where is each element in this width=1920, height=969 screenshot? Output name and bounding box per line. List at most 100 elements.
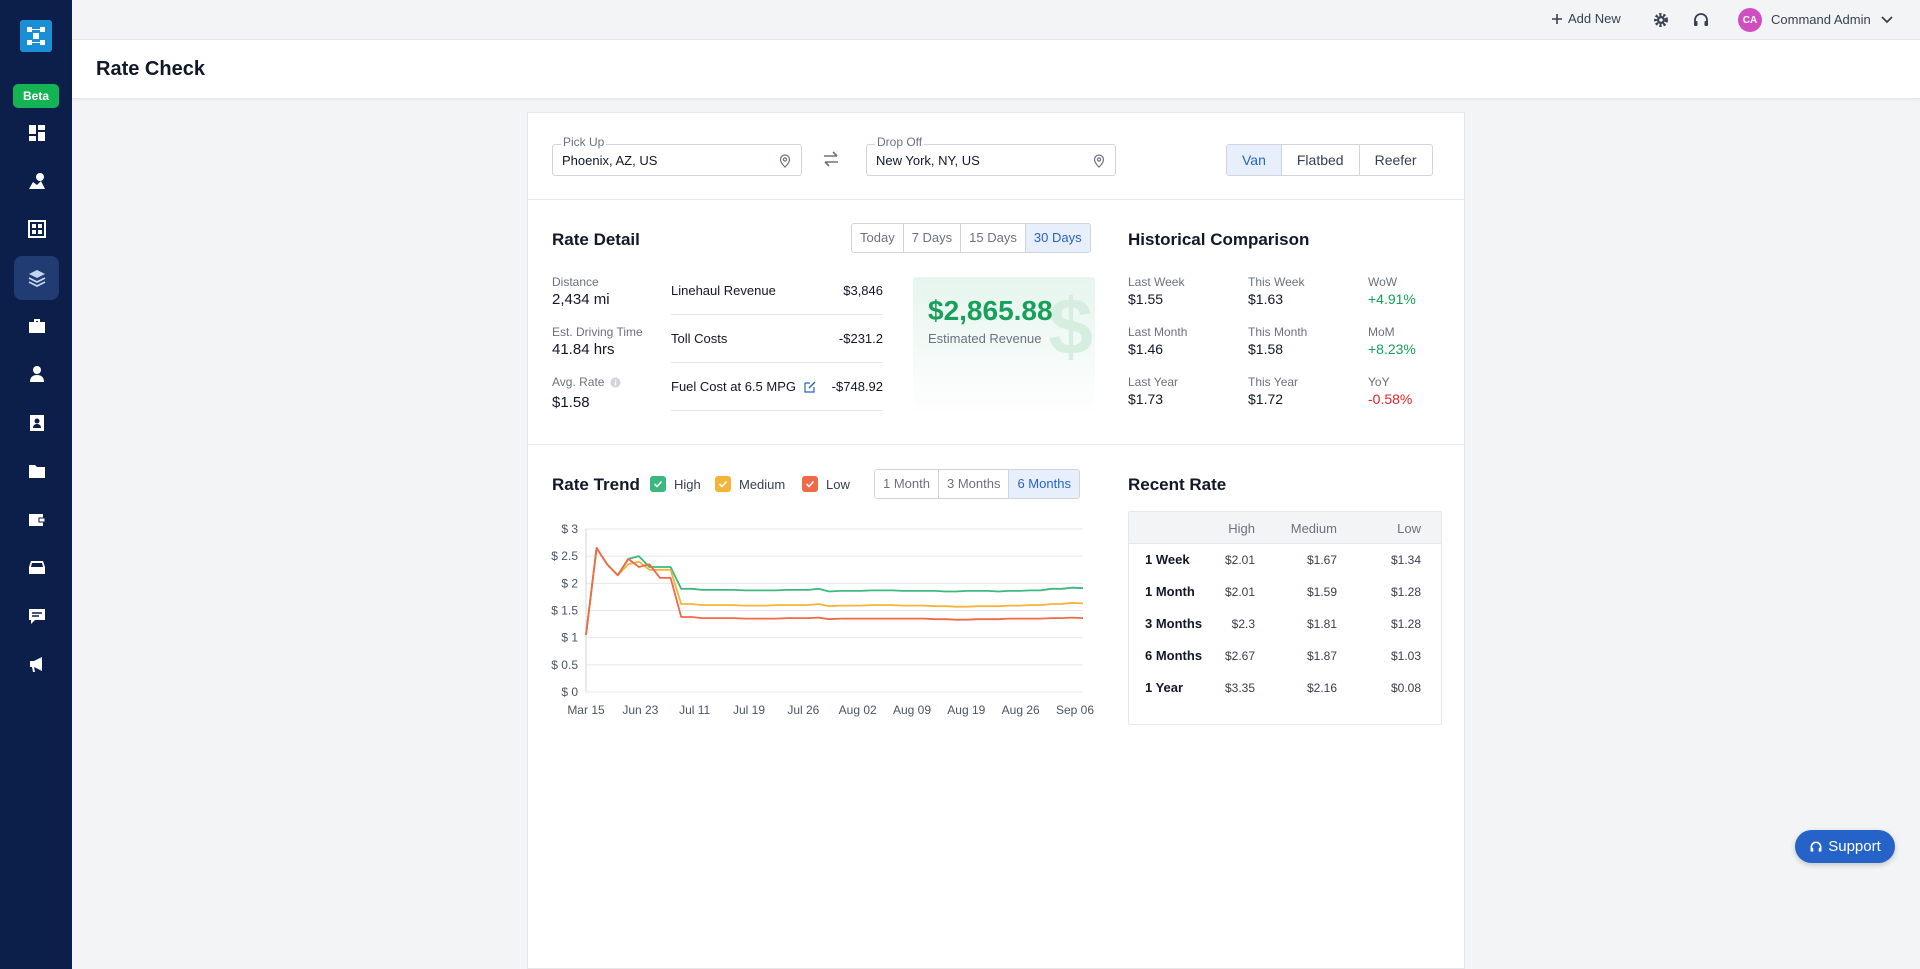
table-row-label: 1 Year — [1145, 680, 1184, 695]
support-button[interactable]: Support — [1795, 830, 1895, 863]
range-1-month[interactable]: 1 Month — [883, 476, 930, 491]
column-header-low: Low — [1397, 521, 1421, 536]
legend-high[interactable]: High — [650, 476, 701, 492]
range-3-months[interactable]: 3 Months — [937, 470, 1008, 498]
estimated-revenue-panel: $ $2,865.88 Estimated Revenue — [913, 277, 1095, 417]
location-pin-icon — [779, 154, 791, 168]
app-logo[interactable] — [20, 20, 52, 52]
dropoff-value[interactable]: New York, NY, US — [876, 153, 980, 168]
period-today[interactable]: Today — [860, 230, 895, 245]
column-header-medium: Medium — [1290, 521, 1337, 536]
period-7-days[interactable]: 7 Days — [902, 224, 960, 252]
this-month-value: $1.58 — [1248, 341, 1284, 357]
cost-amount: -$231.2 — [838, 331, 883, 346]
wow-label: WoW — [1368, 275, 1398, 289]
folder-icon — [28, 465, 45, 478]
last-year-value: $1.73 — [1128, 391, 1164, 407]
period-30-days[interactable]: 30 Days — [1024, 224, 1090, 252]
avatar[interactable]: CA — [1738, 8, 1762, 32]
table-row-label: 1 Week — [1145, 552, 1190, 567]
y-tick-label: $ 1 — [561, 631, 578, 645]
nav-network[interactable] — [14, 207, 59, 251]
nav-wallet[interactable] — [14, 497, 59, 541]
nav-dashboard[interactable] — [14, 111, 59, 155]
location-pin-icon — [1093, 154, 1105, 168]
this-month-label: This Month — [1248, 325, 1308, 339]
briefcase-icon — [28, 319, 45, 333]
table-cell: $3.35 — [1224, 681, 1255, 695]
contact-card-icon — [29, 415, 44, 431]
swap-locations-button[interactable] — [822, 151, 840, 172]
checkbox-checked-icon[interactable] — [802, 476, 818, 492]
table-row-label: 1 Month — [1145, 584, 1195, 599]
last-week-value: $1.55 — [1128, 291, 1164, 307]
cost-row-fuel: Fuel Cost at 6.5 MPG -$748.92 — [671, 363, 883, 411]
checkbox-checked-icon[interactable] — [715, 476, 731, 492]
checkbox-checked-icon[interactable] — [650, 476, 666, 492]
driving-time-value: 41.84 hrs — [552, 341, 615, 358]
nav-rate-check[interactable] — [14, 256, 59, 300]
info-icon[interactable] — [610, 377, 621, 388]
nav-briefcase[interactable] — [14, 304, 59, 348]
equipment-toggle: Van Flatbed Reefer — [1226, 144, 1433, 176]
pickup-value[interactable]: Phoenix, AZ, US — [562, 153, 658, 168]
network-icon — [27, 220, 46, 238]
table-cell: $2.67 — [1224, 649, 1255, 663]
pickup-field[interactable]: Pick Up Phoenix, AZ, US — [552, 135, 802, 176]
user-menu-toggle[interactable] — [1880, 13, 1894, 32]
series-line-medium — [585, 547, 1084, 636]
period-selector: Today 7 Days 15 Days 30 Days — [851, 223, 1091, 253]
nav-driver[interactable] — [14, 352, 59, 396]
this-year-label: This Year — [1248, 375, 1299, 389]
range-6-months[interactable]: 6 Months — [1008, 470, 1079, 498]
dropoff-field[interactable]: Drop Off New York, NY, US — [866, 135, 1116, 176]
route-selector: Pick Up Phoenix, AZ, US Drop Off New Yor… — [528, 113, 1464, 200]
last-week-label: Last Week — [1128, 275, 1185, 289]
pickup-label: Pick Up — [561, 135, 607, 149]
distance-label: Distance — [552, 275, 599, 289]
x-tick-label: Sep 06 — [1056, 703, 1094, 717]
recent-rate-table: High Medium Low 1 Week $2.01 $1.67 $1.34 1 M… — [1128, 511, 1442, 725]
equipment-van[interactable]: Van — [1227, 145, 1281, 175]
table-row-label: 3 Months — [1145, 616, 1203, 631]
equipment-reefer[interactable]: Reefer — [1358, 145, 1432, 175]
message-icon — [28, 609, 45, 624]
nav-announcements[interactable] — [14, 642, 59, 686]
nav-contacts[interactable] — [14, 401, 59, 445]
avg-rate-label-group: Avg. Rate — [552, 375, 621, 389]
swap-icon — [824, 151, 838, 167]
table-row-label: 6 Months — [1145, 648, 1203, 663]
period-15-days[interactable]: 15 Days — [960, 224, 1025, 252]
edit-icon[interactable] — [804, 381, 816, 393]
headset-icon — [1810, 841, 1822, 852]
map-route-icon — [28, 173, 45, 189]
help-button[interactable] — [1692, 11, 1710, 34]
nav-fleet[interactable] — [14, 546, 59, 590]
table-cell: $0.08 — [1390, 681, 1421, 695]
nav-messages[interactable] — [14, 594, 59, 638]
page-title: Rate Check — [96, 58, 205, 80]
legend-low[interactable]: Low — [802, 476, 850, 492]
title-bar: Rate Check — [72, 40, 1920, 99]
this-year-value: $1.72 — [1248, 391, 1284, 407]
user-name[interactable]: Command Admin — [1771, 12, 1871, 27]
beta-badge: Beta — [13, 84, 59, 108]
legend-medium[interactable]: Medium — [715, 476, 785, 492]
equipment-flatbed[interactable]: Flatbed — [1280, 145, 1359, 175]
yoy-label: YoY — [1368, 375, 1390, 389]
table-header: High Medium Low — [1129, 512, 1441, 544]
add-new-button[interactable]: Add New — [1551, 11, 1621, 26]
plus-icon — [1552, 13, 1562, 24]
last-month-value: $1.46 — [1128, 341, 1164, 357]
nav-map-route[interactable] — [14, 159, 59, 203]
nav-documents[interactable] — [14, 449, 59, 493]
last-year-label: Last Year — [1128, 375, 1179, 389]
rate-trend-title: Rate Trend — [552, 475, 640, 494]
settings-button[interactable] — [1652, 11, 1670, 34]
historical-comparison-title: Historical Comparison — [1128, 230, 1310, 249]
mom-value: +8.23% — [1368, 341, 1416, 357]
table-cell: $2.01 — [1224, 585, 1255, 599]
chevron-down-icon — [1881, 16, 1893, 24]
cost-amount: -$748.92 — [831, 379, 883, 394]
table-cell: $2.16 — [1306, 681, 1337, 695]
